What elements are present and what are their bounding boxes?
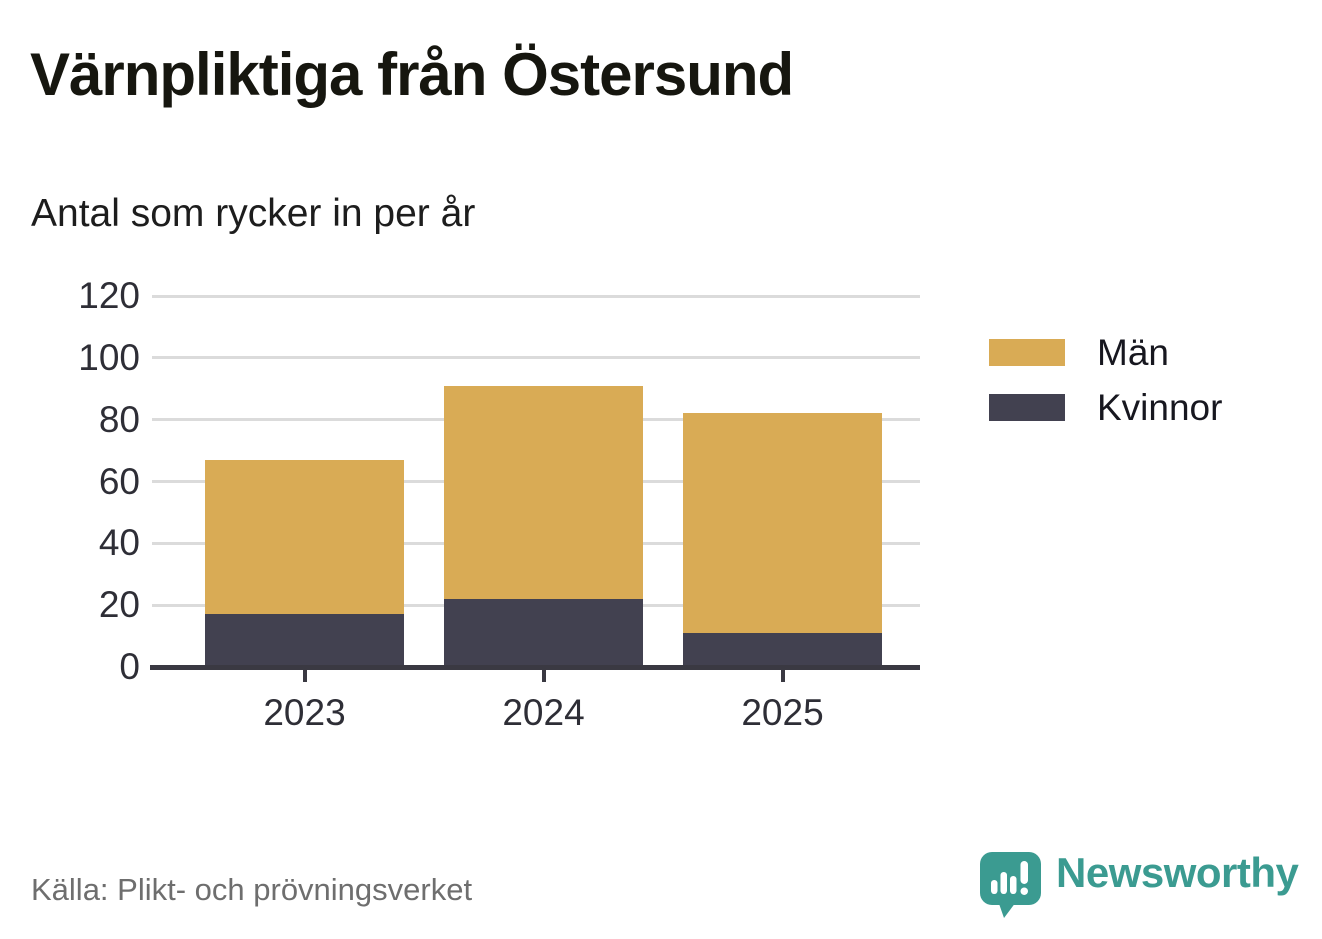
chart-title: Värnpliktiga från Östersund (30, 41, 794, 108)
y-tick-label-20: 20 (98, 584, 140, 626)
x-tick-2025 (780, 669, 785, 682)
gridline-y-100 (152, 356, 920, 360)
y-tick-label-0: 0 (119, 646, 140, 687)
brand-wordmark: Newsworthy (1056, 849, 1299, 896)
legend-item-män: Män (989, 332, 1169, 373)
bar-2023-män (205, 459, 404, 615)
bar-2024-kvinnor (444, 598, 643, 667)
legend-label-kvinnor: Kvinnor (1097, 386, 1223, 428)
newsworthy-logo-icon (980, 852, 1041, 918)
bar-2025-kvinnor (683, 632, 882, 667)
legend-swatch-kvinnor (989, 394, 1065, 421)
legend-item-kvinnor: Kvinnor (989, 387, 1222, 428)
x-tick-2023 (302, 669, 307, 682)
y-tick-label-120: 120 (78, 275, 140, 316)
legend-label-män: Män (1097, 331, 1169, 373)
y-tick-label-40: 40 (98, 522, 140, 564)
x-axis-line (150, 665, 920, 670)
bar-2025-män (683, 413, 882, 633)
x-tick-label-2025: 2025 (741, 692, 824, 733)
brand-logo: Newsworthy (980, 849, 1299, 919)
chart-subtitle: Antal som rycker in per år (31, 192, 476, 235)
y-tick-label-80: 80 (98, 398, 140, 440)
legend-swatch-män (989, 339, 1065, 366)
x-tick-label-2023: 2023 (263, 692, 346, 733)
bar-2023-kvinnor (205, 614, 404, 667)
source-note: Källa: Plikt- och prövningsverket (31, 872, 473, 907)
x-tick-2024 (541, 669, 546, 682)
y-tick-label-100: 100 (78, 336, 140, 378)
x-tick-label-2024: 2024 (502, 692, 585, 733)
y-tick-label-60: 60 (98, 460, 140, 502)
bar-2024-män (444, 385, 643, 599)
gridline-y-120 (152, 294, 920, 298)
